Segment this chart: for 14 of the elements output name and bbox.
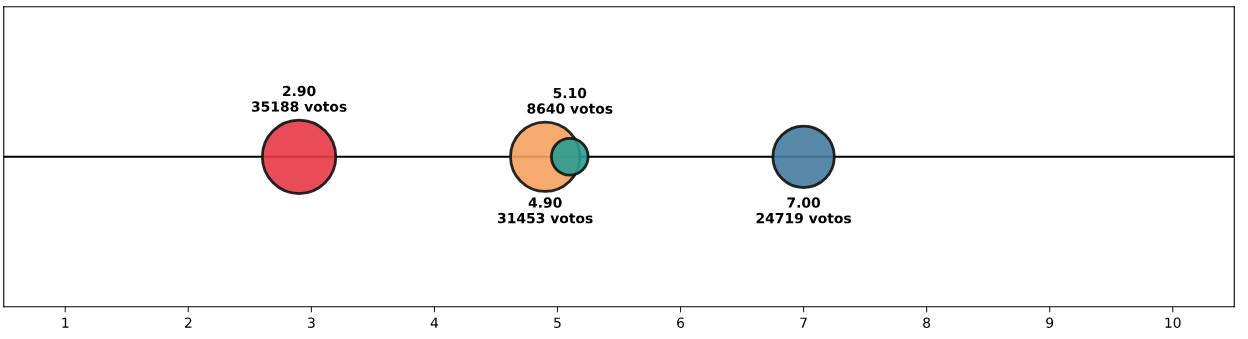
x-tick-label: 8 — [923, 317, 931, 328]
data-label: 4.90 31453 votos — [498, 197, 593, 224]
x-tick-label: 7 — [800, 317, 807, 328]
data-label: 5.10 8640 votos — [527, 87, 613, 114]
data-label: 7.00 24719 votos — [756, 197, 852, 224]
x-tick-label: 1 — [62, 317, 69, 328]
x-tick-label: 4 — [430, 317, 439, 328]
x-tick-label: 6 — [677, 317, 685, 328]
data-label: 2.90 35188 votos — [251, 85, 347, 112]
x-tick-label: 3 — [308, 317, 315, 328]
x-tick-label: 5 — [554, 317, 561, 328]
x-tick-label: 10 — [1165, 317, 1181, 328]
x-tick-label: 2 — [184, 317, 192, 328]
x-tick-label: 9 — [1046, 317, 1054, 328]
